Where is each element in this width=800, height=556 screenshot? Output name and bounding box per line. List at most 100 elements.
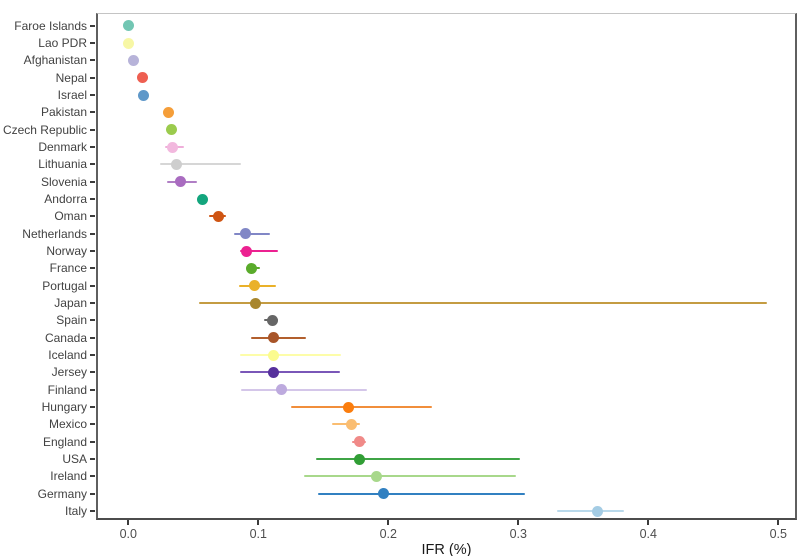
y-tick [90, 354, 95, 357]
y-tick [90, 284, 95, 287]
ifr-point-estimate [167, 141, 178, 153]
y-tick [90, 319, 95, 322]
confidence-interval-bar [332, 423, 360, 426]
ifr-point-estimate [128, 54, 139, 66]
ifr-point-estimate [342, 401, 354, 413]
country-label: USA [62, 452, 87, 467]
y-tick [90, 215, 95, 218]
confidence-interval-bar [233, 232, 270, 235]
ifr-point-estimate [248, 280, 260, 292]
ifr-point-estimate [122, 37, 134, 49]
ifr-point-estimate [371, 470, 383, 482]
y-tick [90, 24, 95, 27]
x-tick-label: 0.5 [769, 527, 787, 541]
country-label: Pakistan [40, 105, 87, 120]
ifr-point-estimate [165, 124, 177, 136]
ifr-point-estimate [592, 505, 604, 517]
ifr-point-estimate [246, 262, 258, 274]
country-label: Spain [56, 313, 87, 328]
x-axis-title: IFR (%) [421, 542, 472, 556]
country-label: Canada [44, 330, 87, 345]
y-tick [90, 146, 95, 149]
ifr-point-estimate [354, 453, 366, 465]
ifr-point-estimate [239, 228, 251, 240]
country-label: Israel [57, 88, 87, 103]
country-label: Italy [64, 504, 87, 519]
y-tick [90, 59, 95, 62]
ifr-point-estimate [196, 193, 208, 205]
x-tick [127, 520, 130, 525]
country-label: Jersey [51, 365, 87, 380]
confidence-interval-bar [240, 250, 278, 253]
confidence-interval-bar [318, 492, 525, 495]
country-label: Germany [37, 486, 87, 501]
country-label: Hungary [41, 400, 87, 415]
country-label: France [49, 261, 87, 276]
country-label: Iceland [48, 348, 87, 363]
confidence-interval-bar [315, 458, 520, 461]
country-label: Czech Republic [2, 122, 87, 137]
country-label: Japan [54, 296, 87, 311]
ifr-point-estimate [137, 72, 149, 84]
country-label: Denmark [38, 140, 87, 155]
country-label: Mexico [48, 417, 87, 432]
ifr-point-estimate [354, 436, 366, 448]
y-tick [90, 94, 95, 97]
x-tick-label: 0.1 [249, 527, 267, 541]
ifr-point-estimate [122, 20, 134, 32]
ifr-point-estimate [163, 106, 175, 118]
y-tick [90, 198, 95, 201]
y-tick [90, 76, 95, 79]
confidence-interval-bar [557, 510, 624, 513]
plot-panel [96, 13, 797, 520]
country-label: Norway [46, 244, 87, 259]
y-tick [90, 302, 95, 305]
ifr-point-estimate [268, 332, 280, 344]
ifr-point-estimate [268, 349, 280, 361]
ifr-point-estimate [212, 210, 224, 222]
y-tick [90, 371, 95, 374]
x-tick [517, 520, 520, 525]
x-tick [647, 520, 650, 525]
ifr-point-estimate [276, 384, 288, 396]
confidence-interval-bar [303, 475, 516, 478]
ifr-point-estimate [250, 297, 262, 309]
ifr-point-estimate [267, 314, 279, 326]
x-tick [387, 520, 390, 525]
country-label: Finland [47, 382, 87, 397]
y-tick [90, 336, 95, 339]
confidence-interval-bar [241, 388, 368, 391]
ifr-point-estimate [170, 158, 182, 170]
ifr-point-estimate [138, 89, 150, 101]
y-tick [90, 388, 95, 391]
confidence-interval-bar [198, 302, 767, 305]
x-tick-label: 0.4 [639, 527, 657, 541]
ifr-point-estimate [377, 488, 389, 500]
y-tick [90, 232, 95, 235]
y-tick [90, 42, 95, 45]
country-label: Portugal [42, 278, 87, 293]
y-tick [90, 111, 95, 114]
x-tick [777, 520, 780, 525]
y-tick [90, 163, 95, 166]
ifr-point-estimate [174, 176, 186, 188]
confidence-interval-bar [240, 354, 342, 357]
country-label: Slovenia [40, 174, 87, 189]
country-label: Lao PDR [38, 36, 87, 51]
country-label: Andorra [44, 192, 87, 207]
x-tick-label: 0.3 [509, 527, 527, 541]
y-tick [90, 475, 95, 478]
x-tick-label: 0.0 [119, 527, 137, 541]
x-tick-label: 0.2 [379, 527, 397, 541]
y-tick [90, 458, 95, 461]
y-tick [90, 250, 95, 253]
country-label: England [42, 434, 87, 449]
ifr-point-estimate [268, 366, 280, 378]
country-label: Netherlands [22, 226, 87, 241]
y-tick [90, 180, 95, 183]
country-label: Faroe Islands [14, 18, 87, 33]
ifr-point-estimate [241, 245, 253, 257]
country-label: Nepal [55, 70, 87, 85]
country-label: Ireland [50, 469, 87, 484]
